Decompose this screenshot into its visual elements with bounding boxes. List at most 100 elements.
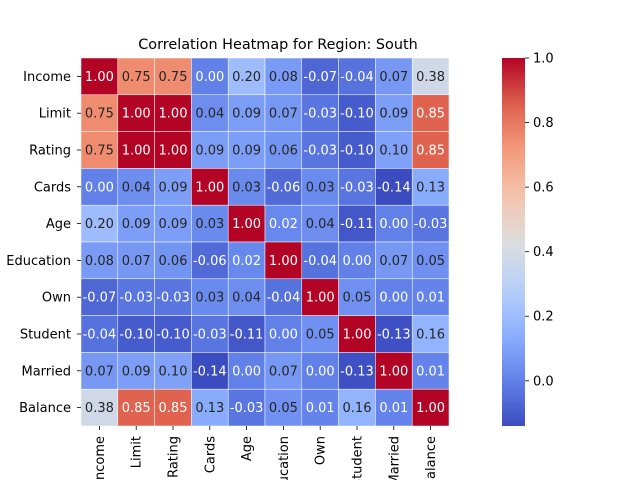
heatmap-cell [227, 388, 266, 427]
heatmap-cell [227, 241, 266, 280]
heatmap-cell [191, 241, 229, 280]
cell-value-label: 0.07 [269, 107, 298, 122]
cell-value-label: 0.00 [232, 364, 261, 379]
cell-value-label: 1.00 [122, 107, 151, 122]
y-tick-label: Own [42, 291, 71, 306]
x-tick-label: Rating [167, 436, 182, 478]
cell-value-label: 0.10 [159, 364, 188, 379]
cell-value-label: 0.00 [379, 291, 408, 306]
heatmap-cells [80, 57, 450, 427]
y-tick-label: Student [20, 328, 71, 343]
cell-value-label: -0.11 [230, 328, 264, 343]
cell-value-label: 0.04 [306, 217, 335, 232]
heatmap-cell [264, 94, 303, 132]
heatmap-cell [80, 131, 119, 169]
x-tick-label: Balance [424, 436, 439, 480]
cell-value-label: 0.09 [195, 144, 224, 159]
cell-value-label: 1.00 [159, 144, 188, 159]
x-tick-label: Education [277, 436, 292, 480]
heatmap-cell [411, 57, 450, 96]
heatmap-cell [338, 352, 376, 390]
heatmap-cell [411, 315, 450, 353]
cell-value-label: 0.13 [195, 401, 224, 416]
x-tick-label: Limit [130, 436, 145, 468]
cell-value-label: 0.07 [379, 70, 408, 85]
heatmap-cell [338, 278, 376, 316]
heatmap-cell [154, 94, 192, 132]
heatmap-cell [264, 57, 303, 96]
heatmap-cell [301, 168, 339, 206]
cell-value-label: 0.00 [379, 217, 408, 232]
heatmap-cell [264, 388, 303, 427]
heatmap-cell [154, 57, 192, 96]
heatmap-cell [301, 204, 339, 243]
heatmap-cell [227, 204, 266, 243]
x-tick-label: Married [387, 436, 402, 480]
cell-value-label: 0.20 [85, 217, 114, 232]
heatmap-cell [375, 94, 413, 132]
cell-value-label: 0.38 [416, 70, 445, 85]
heatmap-cell [80, 278, 119, 316]
cell-value-label: 0.09 [232, 144, 261, 159]
cell-value-label: -0.10 [340, 144, 374, 159]
cell-value-label: 0.85 [159, 401, 188, 416]
cell-value-label: 1.00 [159, 107, 188, 122]
heatmap-cell [264, 168, 303, 206]
cell-value-label: 1.00 [195, 180, 224, 195]
cell-value-label: 1.00 [306, 291, 335, 306]
cell-value-label: 0.16 [343, 401, 372, 416]
x-tick-label: Cards [203, 436, 218, 473]
cell-value-label: 0.08 [269, 70, 298, 85]
cell-value-label: 0.07 [85, 364, 114, 379]
cell-value-label: -0.04 [340, 70, 374, 85]
heatmap-cell [227, 131, 266, 169]
heatmap-cell [375, 131, 413, 169]
heatmap-cell [411, 204, 450, 243]
heatmap-cell [375, 241, 413, 280]
x-tick-label: Own [314, 436, 329, 465]
heatmap-cell [264, 204, 303, 243]
cell-value-label: -0.03 [119, 291, 153, 306]
cell-value-label: 0.07 [379, 254, 408, 269]
cell-value-label: 0.75 [85, 144, 114, 159]
cell-value-label: -0.11 [340, 217, 374, 232]
cell-value-label: 0.01 [416, 364, 445, 379]
cell-value-label: -0.07 [303, 70, 337, 85]
cell-value-label: 1.00 [269, 254, 298, 269]
cell-value-label: 0.08 [85, 254, 114, 269]
heatmap-cell [301, 352, 339, 390]
cell-value-label: -0.04 [83, 328, 117, 343]
cell-value-label: -0.03 [414, 217, 448, 232]
cell-value-label: 1.00 [122, 144, 151, 159]
heatmap-cell [338, 57, 376, 96]
heatmap-cell [154, 315, 192, 353]
heatmap-cell [191, 94, 229, 132]
heatmap-cell [411, 278, 450, 316]
cell-value-label: -0.10 [119, 328, 153, 343]
heatmap-cell [191, 352, 229, 390]
y-tick-label: Married [21, 364, 71, 379]
heatmap-cell [80, 241, 119, 280]
heatmap-cell [227, 168, 266, 206]
heatmap-cell [411, 388, 450, 427]
cell-value-label: -0.04 [267, 291, 301, 306]
heatmap-cell [411, 94, 450, 132]
heatmap-cell [411, 168, 450, 206]
heatmap-cell [154, 241, 192, 280]
colorbar-tick-label: 0.4 [533, 245, 554, 260]
cell-value-label: 0.02 [232, 254, 261, 269]
cell-value-label: 0.00 [306, 364, 335, 379]
heatmap-cell [375, 204, 413, 243]
heatmap-cell [117, 388, 155, 427]
cell-value-label: -0.10 [340, 107, 374, 122]
heatmap-cell [301, 94, 339, 132]
cell-value-label: 0.09 [122, 217, 151, 232]
heatmap-cell [191, 388, 229, 427]
cell-value-label: 0.05 [306, 328, 335, 343]
heatmap-cell [338, 388, 376, 427]
colorbar-ticks: 0.0 0.2 0.4 0.6 0.8 1.0 [525, 52, 554, 389]
cell-value-label: 0.00 [269, 328, 298, 343]
x-tick-label: Income [93, 436, 108, 480]
heatmap-cell [117, 352, 155, 390]
